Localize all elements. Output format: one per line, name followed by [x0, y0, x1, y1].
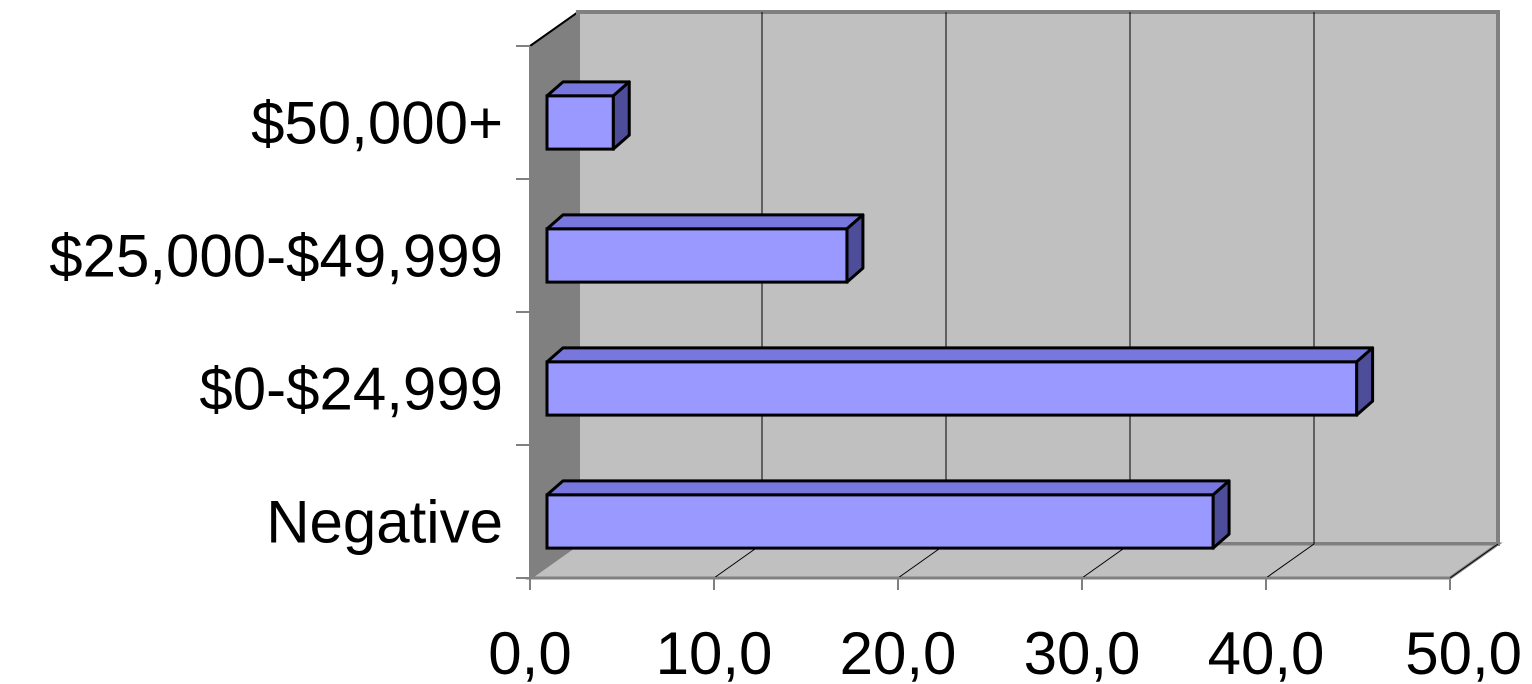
bar-top	[545, 479, 1231, 497]
gridline-floor	[1265, 543, 1315, 579]
gridline-floor	[897, 543, 947, 579]
bar-front	[545, 360, 1359, 417]
x-tick-label: 30,0	[1024, 620, 1141, 684]
bar-front	[545, 493, 1215, 550]
category-label: $50,000+	[251, 90, 503, 157]
x-tick-label: 0,0	[488, 620, 571, 684]
bar-side	[845, 213, 865, 284]
bar	[545, 213, 865, 284]
bar-top	[545, 346, 1375, 364]
bar-side	[1355, 346, 1375, 417]
category-label: $25,000-$49,999	[49, 223, 503, 290]
bar	[545, 346, 1375, 417]
bar-side	[1211, 479, 1231, 550]
bar	[545, 80, 631, 151]
bar-side	[611, 80, 631, 151]
x-tick-label: 20,0	[840, 620, 957, 684]
bar-front	[545, 227, 849, 284]
category-labels: Negative $0-$24,999 $25,000-$49,999 $50,000…	[49, 90, 503, 556]
bars	[545, 80, 1375, 550]
category-label: $0-$24,999	[199, 356, 503, 423]
tick-labels: 0,0 10,0 20,0 30,0 40,0 50,0	[488, 620, 1522, 684]
bar-front	[545, 94, 615, 151]
gridline-floor	[1081, 543, 1131, 579]
category-label: Negative	[266, 489, 503, 556]
bar-top	[545, 213, 865, 231]
x-tick-label: 40,0	[1208, 620, 1325, 684]
gridline-floor	[713, 543, 763, 579]
x-tick-label: 10,0	[656, 620, 773, 684]
x-tick-label: 50,0	[1405, 620, 1522, 684]
axis-lines	[516, 45, 1451, 590]
bar	[545, 479, 1231, 550]
gridline-floor	[1449, 543, 1499, 579]
